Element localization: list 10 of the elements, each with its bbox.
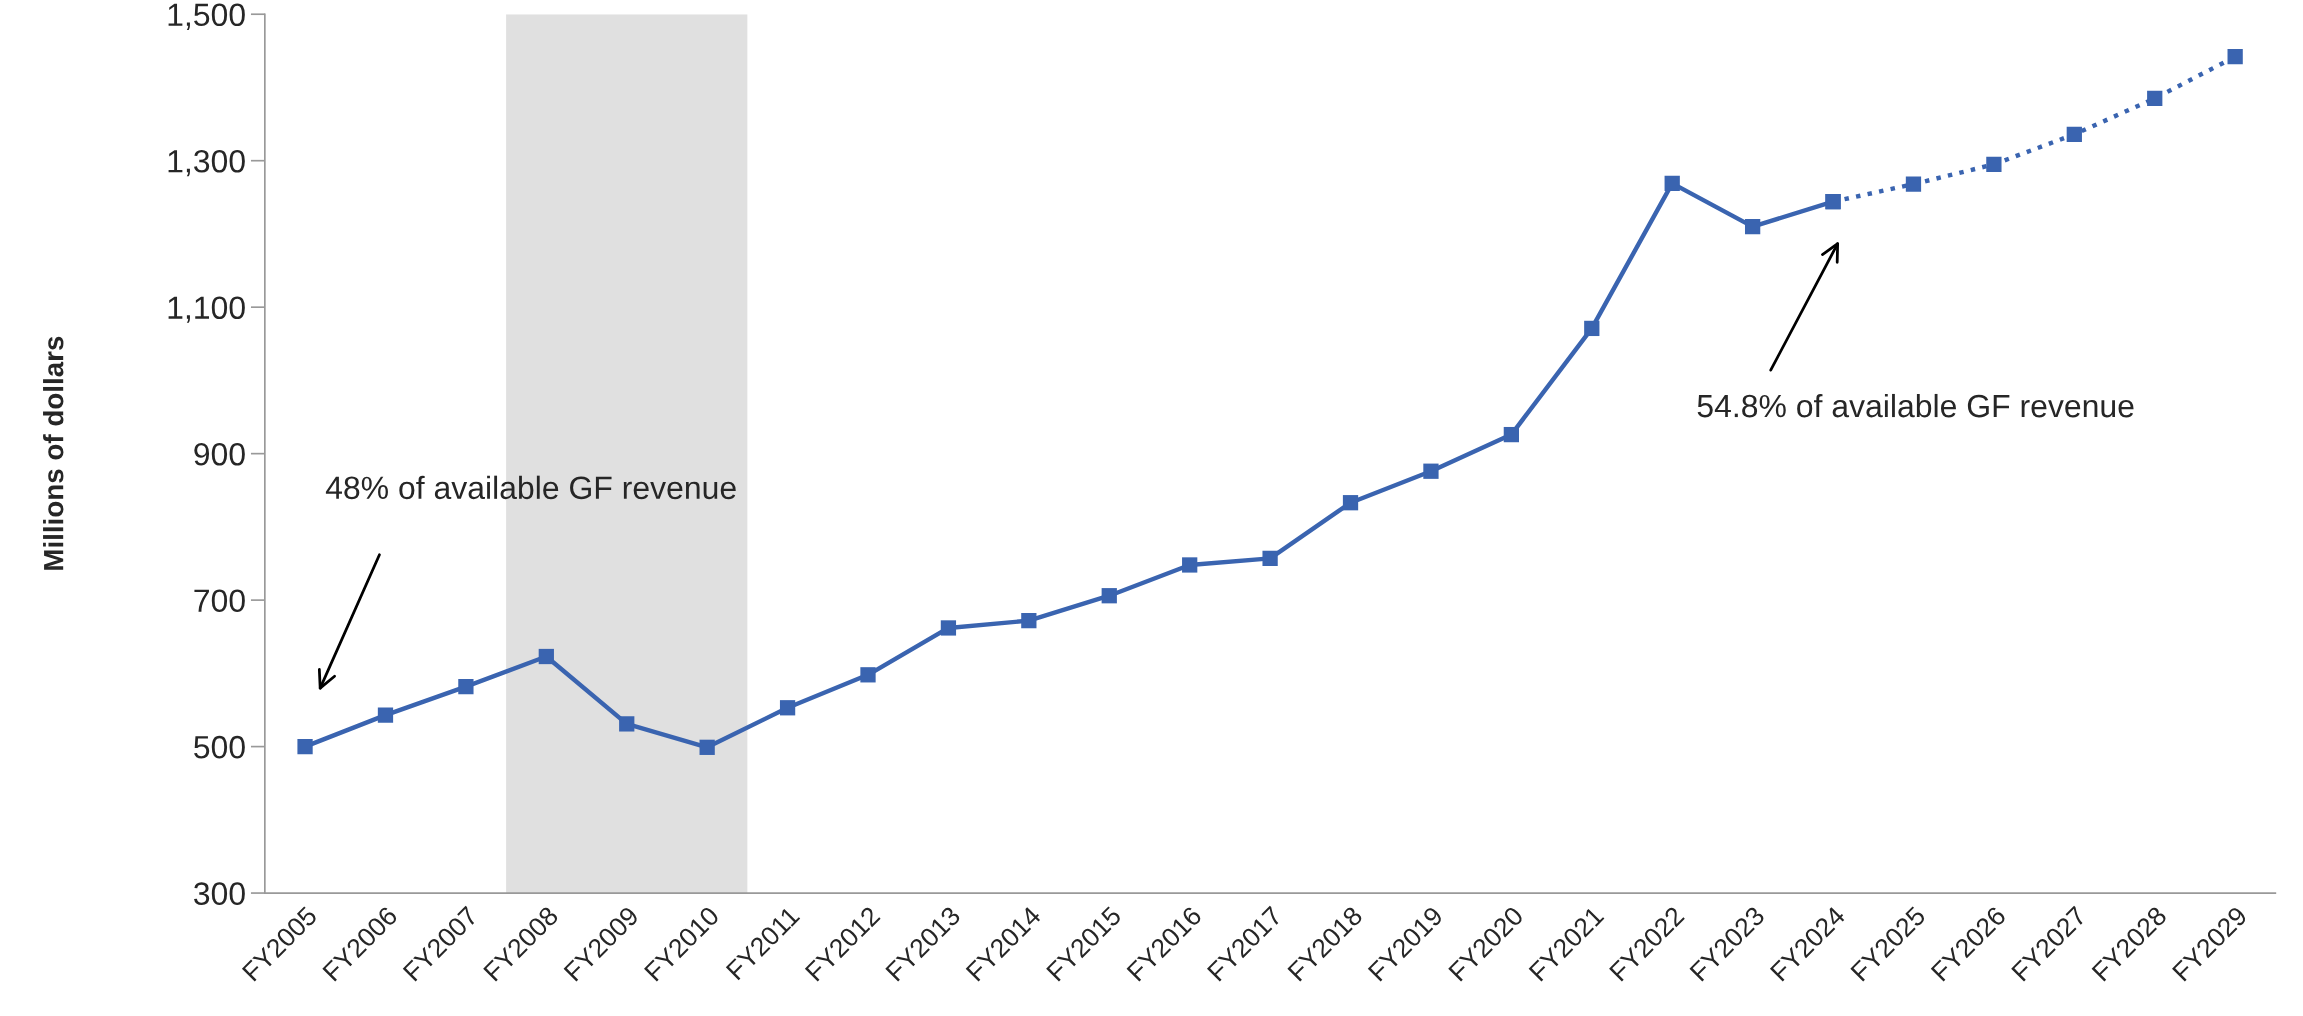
annotation: 48% of available GF revenue	[325, 475, 736, 500]
y-tick-label: 300	[194, 882, 245, 905]
y-axis-title: Millions of dollars	[43, 336, 64, 570]
y-tick-label: 700	[194, 589, 245, 613]
y-tick-label: 1,100	[168, 296, 245, 323]
y-tick-label: 900	[194, 442, 245, 466]
annotation: 54.8% of available GF revenue	[1697, 393, 2134, 418]
y-tick-label: 500	[194, 735, 245, 759]
y-tick-label: 1,300	[168, 149, 245, 177]
y-tick-label: 1,500	[168, 3, 245, 30]
